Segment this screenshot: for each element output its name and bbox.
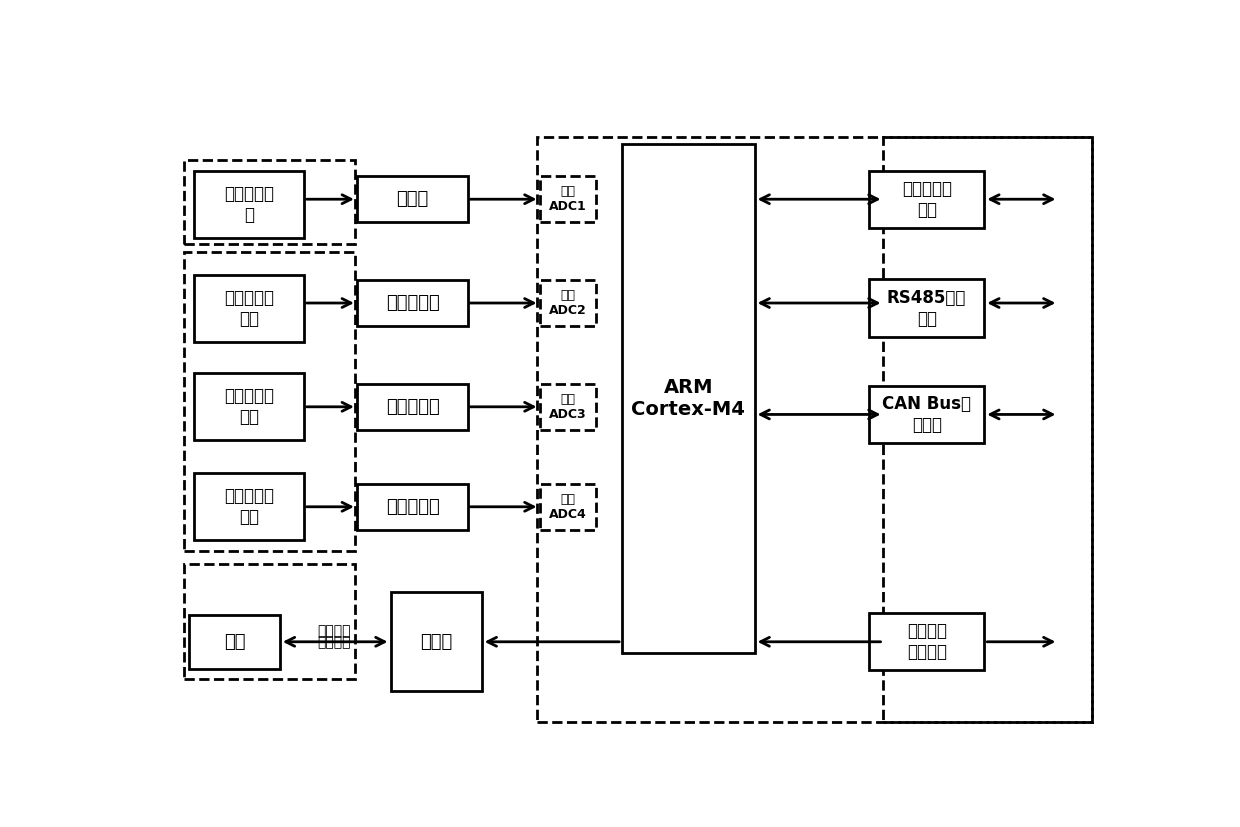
Bar — [193, 473, 305, 540]
Bar — [357, 484, 467, 530]
Bar — [357, 176, 467, 222]
Bar — [869, 613, 985, 671]
Text: 报警信号: 报警信号 — [317, 635, 351, 649]
Bar — [537, 137, 1092, 722]
Text: 前置放大器: 前置放大器 — [386, 294, 439, 312]
Text: 控制信号: 控制信号 — [317, 624, 351, 638]
Bar — [193, 275, 305, 342]
Text: 片内
ADC4: 片内 ADC4 — [549, 493, 587, 521]
Bar — [190, 614, 280, 669]
Text: RS485接口
电路: RS485接口 电路 — [887, 289, 966, 327]
Text: 变送器: 变送器 — [397, 190, 429, 208]
Bar — [357, 384, 467, 430]
Text: 片内
ADC1: 片内 ADC1 — [549, 185, 587, 213]
Text: 以太网接口
电路: 以太网接口 电路 — [901, 179, 951, 218]
Text: 数字输入
驱动电路: 数字输入 驱动电路 — [906, 623, 946, 661]
Text: 前置放大器: 前置放大器 — [386, 498, 439, 516]
Bar — [883, 137, 1092, 722]
Text: 电涡流传感
器: 电涡流传感 器 — [224, 185, 274, 224]
Bar — [869, 280, 985, 337]
Bar — [869, 385, 985, 443]
Bar — [541, 484, 596, 530]
Text: 前置放大器: 前置放大器 — [386, 398, 439, 416]
Text: 激光测距传
感器: 激光测距传 感器 — [224, 387, 274, 426]
Bar — [184, 252, 355, 552]
Text: 电机: 电机 — [224, 633, 246, 651]
Text: 激光测距传
感器: 激光测距传 感器 — [224, 289, 274, 327]
Bar — [391, 592, 482, 691]
Bar — [622, 144, 755, 653]
Text: 片内
ADC3: 片内 ADC3 — [549, 393, 587, 421]
Text: 激光测距传
感器: 激光测距传 感器 — [224, 487, 274, 526]
Bar — [541, 384, 596, 430]
Bar — [541, 176, 596, 222]
Bar — [541, 280, 596, 326]
Text: ARM
Cortex-M4: ARM Cortex-M4 — [631, 378, 745, 419]
Bar — [869, 170, 985, 228]
Bar — [193, 171, 305, 237]
Bar — [184, 160, 355, 245]
Text: 片内
ADC2: 片内 ADC2 — [549, 289, 587, 317]
Bar — [184, 564, 355, 679]
Bar — [193, 373, 305, 440]
Bar — [357, 280, 467, 326]
Text: 驱动器: 驱动器 — [420, 633, 453, 651]
Text: CAN Bus接
口电路: CAN Bus接 口电路 — [882, 395, 971, 434]
